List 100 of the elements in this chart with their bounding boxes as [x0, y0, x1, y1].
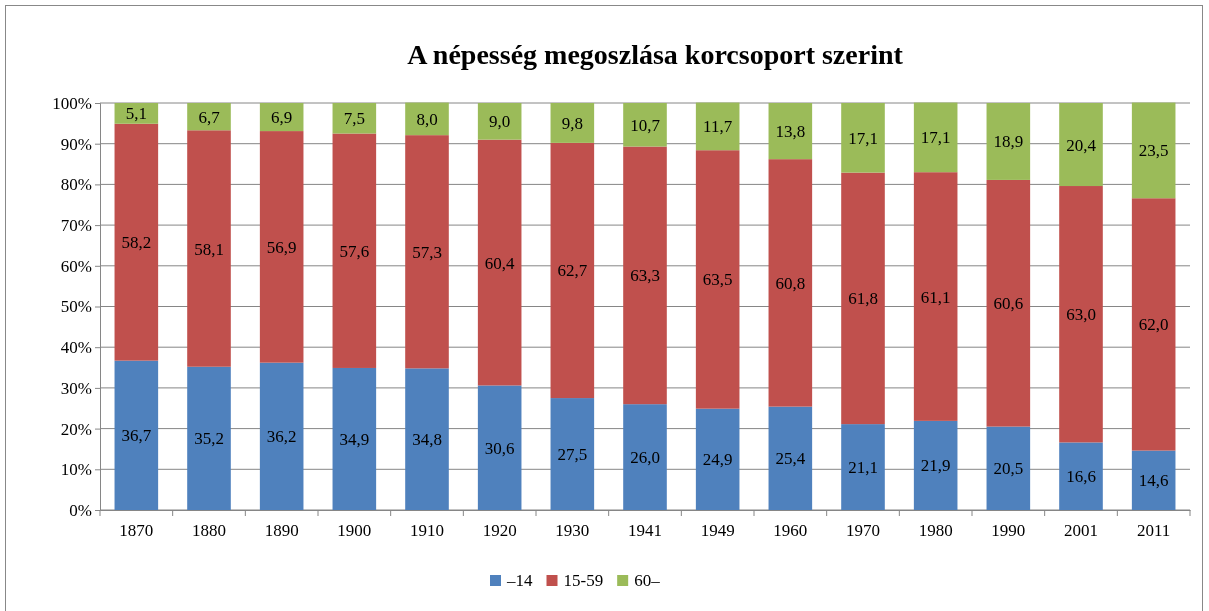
data-label: 56,9	[266, 237, 297, 257]
bar	[768, 159, 813, 407]
y-tick-label: 70%	[60, 216, 92, 236]
x-tick-label: 1920	[482, 521, 517, 541]
bar	[187, 103, 231, 131]
data-label: 23,5	[1138, 141, 1169, 161]
data-label: 63,3	[630, 266, 660, 286]
bar	[695, 150, 740, 409]
bar	[332, 367, 377, 510]
legend-label: 60–	[634, 571, 661, 590]
data-label: 60,4	[484, 253, 516, 273]
bar	[986, 103, 1031, 180]
bar	[477, 385, 522, 510]
bar	[550, 398, 595, 510]
bar	[986, 179, 1031, 427]
bar	[913, 102, 958, 173]
data-label: 58,1	[194, 239, 224, 259]
data-label: 63,5	[702, 270, 733, 290]
bar	[1059, 103, 1103, 187]
bar	[986, 426, 1031, 510]
x-tick-label: 1970	[846, 521, 880, 541]
y-tick-label: 50%	[60, 297, 92, 317]
data-label: 8,0	[416, 109, 438, 129]
data-label: 58,2	[121, 233, 152, 253]
bar	[114, 123, 159, 361]
x-tick-label: 2011	[1136, 521, 1171, 541]
data-label: 34,9	[339, 429, 370, 449]
data-label: 14,6	[1138, 471, 1169, 491]
data-label: 35,2	[194, 429, 224, 449]
bar	[187, 130, 231, 367]
data-label: 27,5	[557, 445, 588, 465]
bar	[623, 404, 667, 510]
bar	[841, 424, 885, 510]
x-tick-label: 1900	[337, 521, 372, 541]
y-tick-label: 80%	[60, 175, 92, 195]
bar	[768, 103, 813, 160]
bar	[114, 360, 159, 510]
bar	[695, 102, 740, 151]
data-label: 34,8	[412, 430, 442, 450]
data-label: 25,4	[775, 449, 806, 469]
data-label: 62,7	[557, 261, 588, 281]
bar	[550, 103, 595, 143]
data-label: 16,6	[1066, 467, 1096, 487]
bar	[841, 103, 885, 173]
x-tick-label: 1960	[773, 521, 808, 541]
data-label: 36,7	[121, 426, 152, 446]
bar	[623, 146, 667, 405]
data-label: 10,7	[630, 115, 661, 135]
x-tick-label: 1890	[264, 521, 299, 541]
y-tick-label: 20%	[60, 419, 92, 439]
x-tick-label: 1990	[991, 521, 1026, 541]
data-label: 62,0	[1138, 315, 1169, 335]
data-label: 60,6	[993, 294, 1024, 314]
data-label: 60,8	[775, 273, 806, 293]
bar	[332, 133, 377, 368]
x-tick-label: 1880	[192, 521, 226, 541]
bar	[1059, 186, 1103, 443]
bar	[187, 366, 231, 510]
data-label: 6,7	[198, 107, 221, 127]
bar	[550, 142, 595, 399]
bar	[332, 103, 377, 134]
y-tick-label: 10%	[60, 460, 92, 480]
bar	[1131, 198, 1176, 451]
bar	[1131, 450, 1176, 510]
data-label: 9,0	[489, 112, 511, 132]
data-label: 9,8	[561, 113, 583, 133]
data-label: 20,4	[1066, 135, 1097, 155]
bar	[1131, 102, 1176, 199]
chart-title: A népesség megoszlása korcsoport szerint	[407, 39, 904, 70]
data-label: 7,5	[343, 109, 365, 129]
data-label: 5,1	[125, 104, 147, 124]
data-label: 26,0	[630, 448, 660, 468]
data-label: 57,3	[412, 242, 442, 262]
data-label: 24,9	[702, 450, 733, 470]
bar	[405, 135, 449, 369]
data-label: 63,0	[1066, 305, 1096, 325]
y-tick-label: 0%	[69, 500, 92, 520]
data-label: 6,9	[271, 108, 293, 128]
x-tick-label: 1980	[918, 521, 953, 541]
data-label: 17,1	[848, 128, 878, 148]
y-tick-label: 30%	[60, 378, 92, 398]
legend-label: 15-59	[563, 571, 604, 590]
x-tick-label: 2001	[1064, 521, 1098, 541]
bar	[477, 103, 522, 140]
bar	[768, 406, 813, 510]
y-tick-label: 40%	[60, 338, 92, 358]
bar	[913, 420, 958, 510]
y-tick-label: 60%	[60, 256, 92, 276]
x-tick-label: 1949	[700, 521, 735, 541]
data-label: 17,1	[920, 128, 951, 148]
bar	[913, 172, 958, 421]
x-tick-label: 1910	[410, 521, 444, 541]
data-label: 36,2	[266, 427, 297, 447]
data-label: 11,7	[703, 117, 733, 137]
x-tick-label: 1870	[119, 521, 154, 541]
data-label: 61,1	[920, 287, 951, 307]
data-label: 13,8	[775, 122, 806, 142]
bar	[695, 408, 740, 510]
data-label: 61,8	[848, 289, 878, 309]
data-label: 57,6	[339, 241, 370, 261]
